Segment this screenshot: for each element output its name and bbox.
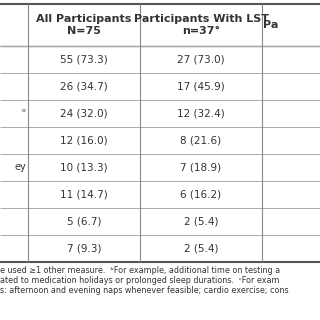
Text: Pa: Pa: [263, 20, 279, 30]
Text: 2 (5.4): 2 (5.4): [184, 244, 218, 253]
Text: 2 (5.4): 2 (5.4): [184, 217, 218, 227]
Text: 27 (73.0): 27 (73.0): [177, 54, 225, 65]
Text: 24 (32.0): 24 (32.0): [60, 108, 108, 118]
Text: 26 (34.7): 26 (34.7): [60, 82, 108, 92]
Text: All Participants
N=75: All Participants N=75: [36, 13, 132, 36]
Text: 6 (16.2): 6 (16.2): [180, 189, 221, 199]
Text: ᵒ: ᵒ: [22, 108, 26, 118]
Text: e used ≥1 other measure.  ᵇFor example, additional time on testing a: e used ≥1 other measure. ᵇFor example, a…: [0, 266, 280, 275]
Text: 55 (73.3): 55 (73.3): [60, 54, 108, 65]
Text: 5 (6.7): 5 (6.7): [67, 217, 101, 227]
Text: s: afternoon and evening naps whenever feasible; cardio exercise; cons: s: afternoon and evening naps whenever f…: [0, 286, 289, 295]
Text: 7 (9.3): 7 (9.3): [67, 244, 101, 253]
Text: ey: ey: [14, 163, 26, 172]
Text: 12 (32.4): 12 (32.4): [177, 108, 225, 118]
Text: ated to medication holidays or prolonged sleep durations.  ᶜFor exam: ated to medication holidays or prolonged…: [0, 276, 279, 285]
Text: 17 (45.9): 17 (45.9): [177, 82, 225, 92]
Text: 10 (13.3): 10 (13.3): [60, 163, 108, 172]
Text: 12 (16.0): 12 (16.0): [60, 135, 108, 146]
Text: Participants With LST
n=37°: Participants With LST n=37°: [133, 13, 268, 36]
Text: 8 (21.6): 8 (21.6): [180, 135, 221, 146]
Text: 7 (18.9): 7 (18.9): [180, 163, 221, 172]
Text: 11 (14.7): 11 (14.7): [60, 189, 108, 199]
